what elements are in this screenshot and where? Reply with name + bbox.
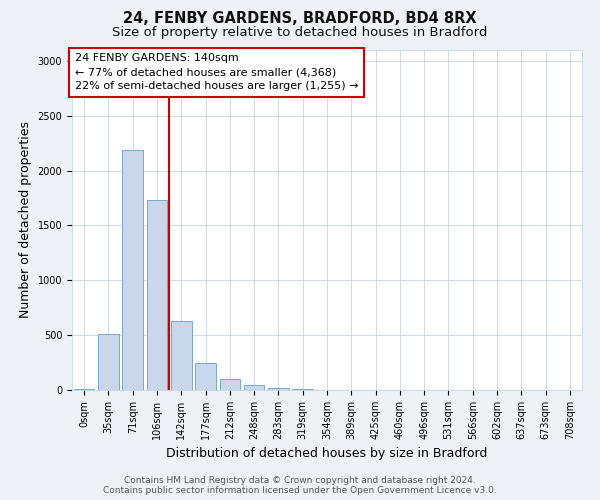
Bar	[220, 379, 240, 390]
X-axis label: Distribution of detached houses by size in Bradford: Distribution of detached houses by size …	[166, 448, 488, 460]
Bar	[292, 389, 313, 390]
Text: Contains public sector information licensed under the Open Government Licence v3: Contains public sector information licen…	[103, 486, 497, 495]
Bar	[268, 388, 289, 390]
Bar	[195, 362, 216, 390]
Bar	[98, 334, 119, 390]
Bar	[146, 200, 167, 390]
Text: Contains HM Land Registry data © Crown copyright and database right 2024.: Contains HM Land Registry data © Crown c…	[124, 476, 476, 485]
Bar	[171, 321, 191, 390]
Text: 24, FENBY GARDENS, BRADFORD, BD4 8RX: 24, FENBY GARDENS, BRADFORD, BD4 8RX	[123, 11, 477, 26]
Text: 24 FENBY GARDENS: 140sqm
← 77% of detached houses are smaller (4,368)
22% of sem: 24 FENBY GARDENS: 140sqm ← 77% of detach…	[74, 54, 358, 92]
Y-axis label: Number of detached properties: Number of detached properties	[19, 122, 32, 318]
Bar	[244, 384, 265, 390]
Bar	[122, 150, 143, 390]
Text: Size of property relative to detached houses in Bradford: Size of property relative to detached ho…	[112, 26, 488, 39]
